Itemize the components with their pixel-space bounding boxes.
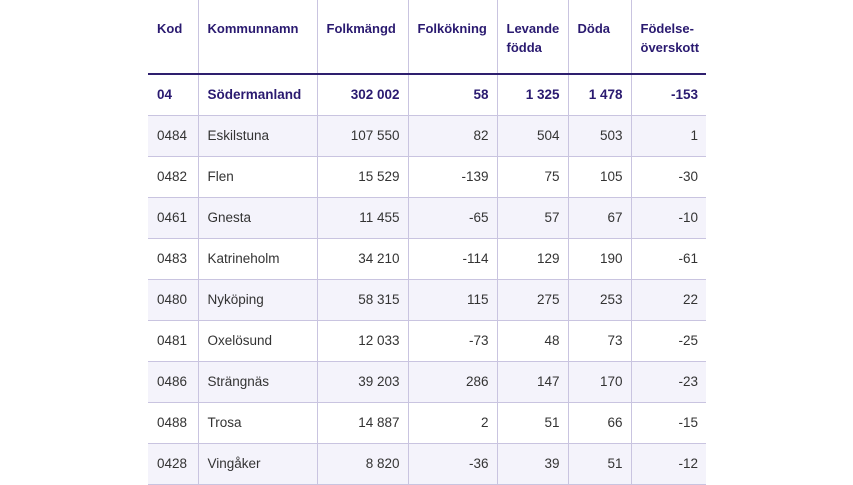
cell-kommunnamn: Vingåker (197, 443, 317, 485)
cell-folkmangd: 39 203 (316, 361, 408, 403)
cell-folkokning: -114 (407, 238, 497, 280)
header-levande-fodda: Levande födda (496, 0, 568, 75)
population-table-container: Kod Kommunnamn Folkmängd Folkökning Leva… (148, 0, 706, 485)
cell-folkmangd: 14 887 (316, 402, 408, 444)
table-row: 0484 Eskilstuna 107 550 82 504 503 1 (148, 115, 706, 157)
cell-fodelseoverskott: 1 (630, 115, 706, 157)
table-row: 0482 Flen 15 529 -139 75 105 -30 (148, 156, 706, 198)
cell-kommunnamn: Nyköping (197, 279, 317, 321)
cell-folkokning: -36 (407, 443, 497, 485)
cell-kommunnamn: Strängnäs (197, 361, 317, 403)
cell-levande-fodda: 147 (496, 361, 568, 403)
header-kommunnamn: Kommunnamn (197, 0, 317, 75)
table-row: 0428 Vingåker 8 820 -36 39 51 -12 (148, 443, 706, 485)
cell-doda: 67 (567, 197, 631, 239)
cell-folkmangd: 15 529 (316, 156, 408, 198)
cell-kod: 0482 (148, 156, 198, 198)
cell-fodelseoverskott: -153 (630, 74, 706, 116)
cell-folkokning: 2 (407, 402, 497, 444)
cell-kommunnamn: Gnesta (197, 197, 317, 239)
cell-fodelseoverskott: -30 (630, 156, 706, 198)
table-row-total: 04 Södermanland 302 002 58 1 325 1 478 -… (148, 74, 706, 116)
population-table: Kod Kommunnamn Folkmängd Folkökning Leva… (148, 0, 706, 485)
cell-doda: 66 (567, 402, 631, 444)
cell-folkokning: -73 (407, 320, 497, 362)
cell-kod: 0484 (148, 115, 198, 157)
cell-fodelseoverskott: -25 (630, 320, 706, 362)
cell-kommunnamn: Södermanland (197, 74, 317, 116)
table-row: 0480 Nyköping 58 315 115 275 253 22 (148, 279, 706, 321)
cell-doda: 51 (567, 443, 631, 485)
cell-kommunnamn: Oxelösund (197, 320, 317, 362)
cell-kod: 0480 (148, 279, 198, 321)
cell-kod: 04 (148, 74, 198, 116)
cell-fodelseoverskott: -23 (630, 361, 706, 403)
cell-levande-fodda: 1 325 (496, 74, 568, 116)
cell-folkmangd: 34 210 (316, 238, 408, 280)
cell-fodelseoverskott: 22 (630, 279, 706, 321)
cell-fodelseoverskott: -61 (630, 238, 706, 280)
cell-levande-fodda: 275 (496, 279, 568, 321)
table-header-row: Kod Kommunnamn Folkmängd Folkökning Leva… (148, 0, 706, 75)
cell-fodelseoverskott: -10 (630, 197, 706, 239)
table-row: 0488 Trosa 14 887 2 51 66 -15 (148, 402, 706, 444)
cell-levande-fodda: 48 (496, 320, 568, 362)
cell-levande-fodda: 75 (496, 156, 568, 198)
cell-kommunnamn: Katrineholm (197, 238, 317, 280)
header-doda: Döda (567, 0, 631, 75)
cell-folkmangd: 302 002 (316, 74, 408, 116)
cell-doda: 253 (567, 279, 631, 321)
cell-doda: 190 (567, 238, 631, 280)
cell-folkokning: -139 (407, 156, 497, 198)
cell-levande-fodda: 51 (496, 402, 568, 444)
cell-kommunnamn: Trosa (197, 402, 317, 444)
cell-kod: 0483 (148, 238, 198, 280)
cell-kommunnamn: Eskilstuna (197, 115, 317, 157)
cell-doda: 503 (567, 115, 631, 157)
cell-fodelseoverskott: -12 (630, 443, 706, 485)
cell-folkmangd: 12 033 (316, 320, 408, 362)
table-row: 0461 Gnesta 11 455 -65 57 67 -10 (148, 197, 706, 239)
cell-folkmangd: 107 550 (316, 115, 408, 157)
cell-levande-fodda: 129 (496, 238, 568, 280)
cell-levande-fodda: 57 (496, 197, 568, 239)
cell-kod: 0461 (148, 197, 198, 239)
cell-levande-fodda: 504 (496, 115, 568, 157)
cell-kod: 0481 (148, 320, 198, 362)
table-row: 0481 Oxelösund 12 033 -73 48 73 -25 (148, 320, 706, 362)
cell-kod: 0428 (148, 443, 198, 485)
cell-levande-fodda: 39 (496, 443, 568, 485)
table-row: 0486 Strängnäs 39 203 286 147 170 -23 (148, 361, 706, 403)
cell-doda: 170 (567, 361, 631, 403)
header-folkmangd: Folkmängd (316, 0, 408, 75)
cell-kod: 0486 (148, 361, 198, 403)
cell-folkmangd: 8 820 (316, 443, 408, 485)
cell-fodelseoverskott: -15 (630, 402, 706, 444)
cell-folkokning: 82 (407, 115, 497, 157)
cell-kod: 0488 (148, 402, 198, 444)
header-folkokning: Folkökning (407, 0, 497, 75)
cell-doda: 1 478 (567, 74, 631, 116)
cell-folkmangd: 58 315 (316, 279, 408, 321)
cell-folkokning: 58 (407, 74, 497, 116)
header-fodelseoverskott: Födelse-överskott (630, 0, 706, 75)
table-row: 0483 Katrineholm 34 210 -114 129 190 -61 (148, 238, 706, 280)
header-kod: Kod (148, 0, 198, 75)
cell-kommunnamn: Flen (197, 156, 317, 198)
cell-doda: 73 (567, 320, 631, 362)
cell-folkokning: 115 (407, 279, 497, 321)
cell-folkokning: -65 (407, 197, 497, 239)
cell-doda: 105 (567, 156, 631, 198)
cell-folkokning: 286 (407, 361, 497, 403)
cell-folkmangd: 11 455 (316, 197, 408, 239)
